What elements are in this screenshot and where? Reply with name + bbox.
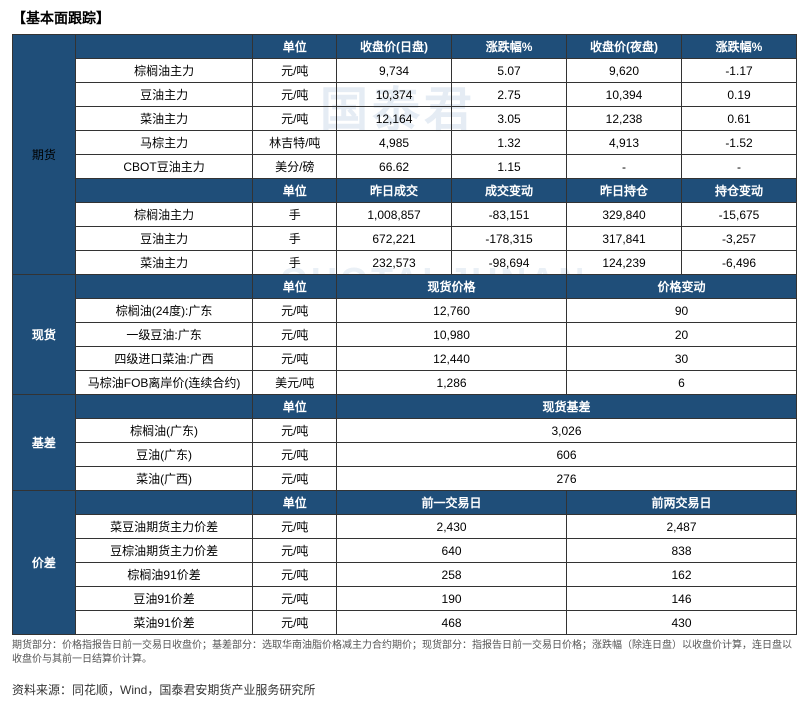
table-row: 豆棕油期货主力价差元/吨640838	[13, 539, 797, 563]
col-prev-oi: 昨日持仓	[567, 179, 682, 203]
section-spot: 现货	[13, 275, 76, 395]
table-row: 马棕主力林吉特/吨4,9851.324,913-1.52	[13, 131, 797, 155]
table-row: 豆油91价差元/吨190146	[13, 587, 797, 611]
spread-name-blank	[75, 491, 253, 515]
spot-name-blank	[75, 275, 253, 299]
table-row: 棕榈油(24度):广东元/吨12,76090	[13, 299, 797, 323]
col-unit2: 单位	[253, 179, 337, 203]
table-row: 棕榈油(广东)元/吨3,026	[13, 419, 797, 443]
col-name-blank	[75, 35, 253, 59]
table-row: 菜豆油期货主力价差元/吨2,4302,487	[13, 515, 797, 539]
source-line: 资料来源：同花顺，Wind，国泰君安期货产业服务研究所	[12, 681, 797, 698]
col-chg2: 涨跌幅%	[682, 35, 797, 59]
col-chg: 涨跌幅%	[452, 35, 567, 59]
table-row: 一级豆油:广东元/吨10,98020	[13, 323, 797, 347]
col-close-night: 收盘价(夜盘)	[567, 35, 682, 59]
table-row: 四级进口菜油:广西元/吨12,44030	[13, 347, 797, 371]
table-row: 棕榈油主力手1,008,857-83,151329,840-15,675	[13, 203, 797, 227]
table-row: 棕榈油主力元/吨9,7345.079,620-1.17	[13, 59, 797, 83]
col-unit: 单位	[253, 35, 337, 59]
col-oi-chg: 持仓变动	[682, 179, 797, 203]
spread-d2-hdr: 前两交易日	[567, 491, 797, 515]
spread-unit: 单位	[253, 491, 337, 515]
col-vol-chg: 成交变动	[452, 179, 567, 203]
spot-chg-hdr: 价格变动	[567, 275, 797, 299]
basis-name-blank	[75, 395, 253, 419]
spread-d1-hdr: 前一交易日	[337, 491, 567, 515]
section-spread: 价差	[13, 491, 76, 635]
col-prev-vol: 昨日成交	[337, 179, 452, 203]
col-close-day: 收盘价(日盘)	[337, 35, 452, 59]
table-row: 马棕油FOB离岸价(连续合约)美元/吨1,2866	[13, 371, 797, 395]
section-basis: 基差	[13, 395, 76, 491]
footnote: 期货部分：价格指报告日前一交易日收盘价；基差部分：选取华南油脂价格减主力合约期价…	[12, 639, 797, 667]
basis-unit: 单位	[253, 395, 337, 419]
table-row: 菜油(广西)元/吨276	[13, 467, 797, 491]
table-row: 菜油主力元/吨12,1643.0512,2380.61	[13, 107, 797, 131]
table-row: CBOT豆油主力美分/磅66.621.15--	[13, 155, 797, 179]
spot-price-hdr: 现货价格	[337, 275, 567, 299]
fundamentals-table: 期货 单位 收盘价(日盘) 涨跌幅% 收盘价(夜盘) 涨跌幅% 棕榈油主力元/吨…	[12, 34, 797, 635]
col-name-blank2	[75, 179, 253, 203]
page-title: 【基本面跟踪】	[12, 8, 797, 28]
table-row: 豆油(广东)元/吨606	[13, 443, 797, 467]
table-row: 棕榈油91价差元/吨258162	[13, 563, 797, 587]
basis-hdr: 现货基差	[337, 395, 797, 419]
table-row: 豆油主力元/吨10,3742.7510,3940.19	[13, 83, 797, 107]
spot-unit: 单位	[253, 275, 337, 299]
table-row: 菜油91价差元/吨468430	[13, 611, 797, 635]
table-row: 豆油主力手672,221-178,315317,841-3,257	[13, 227, 797, 251]
table-row: 菜油主力手232,573-98,694124,239-6,496	[13, 251, 797, 275]
section-futures: 期货	[13, 35, 76, 275]
